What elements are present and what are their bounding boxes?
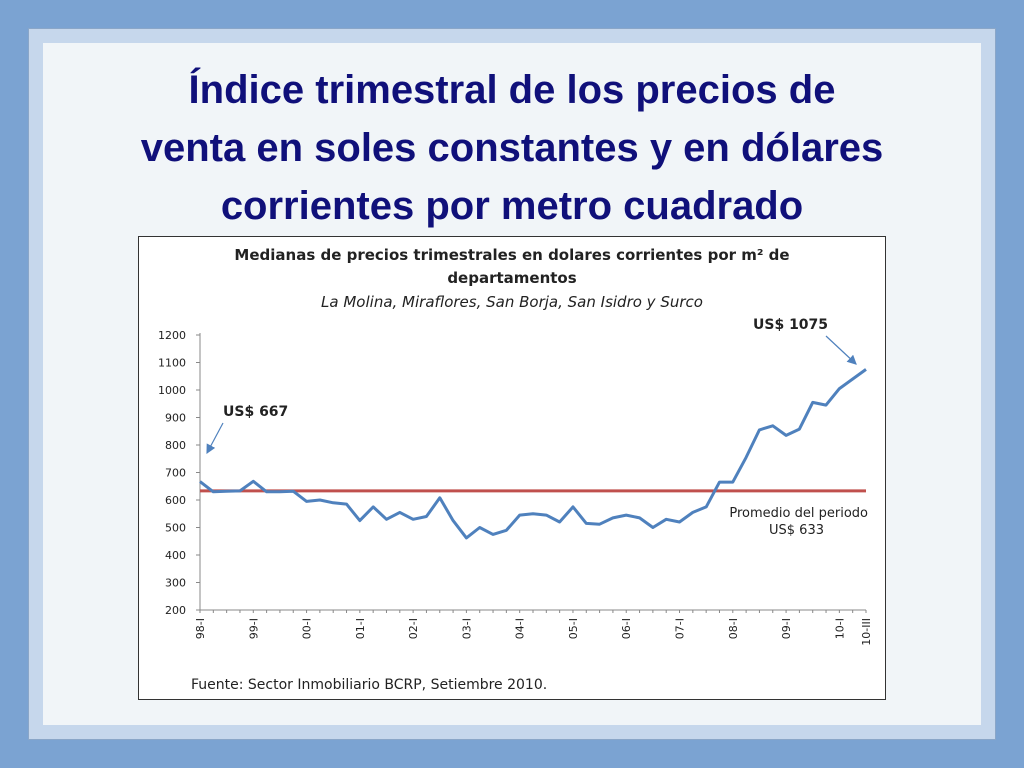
y-tick-label: 1200 bbox=[158, 329, 186, 342]
x-tick-label: 09-I bbox=[780, 618, 793, 639]
y-tick-label: 300 bbox=[165, 577, 186, 590]
x-tick-label: 10-III bbox=[860, 618, 873, 646]
chart-axes: 200 300 400 500 600 700 800 900 1000 1100 1200 98-I… bbox=[158, 329, 873, 646]
line-chart: Medianas de precios trimestrales en dola… bbox=[158, 246, 873, 693]
x-tick-label: 99-I bbox=[247, 618, 260, 639]
x-tick-label: 06-I bbox=[620, 618, 633, 639]
annotation-start-label: US$ 667 bbox=[223, 404, 288, 420]
x-tick-label: 00-I bbox=[301, 618, 314, 639]
x-tick-label: 01-I bbox=[354, 618, 367, 639]
chart-subtitle: La Molina, Miraflores, San Borja, San Is… bbox=[321, 293, 703, 311]
chart-source: Fuente: Sector Inmobiliario BCRP, Setiem… bbox=[191, 677, 547, 693]
y-tick-label: 600 bbox=[165, 494, 186, 507]
x-tick-label: 02-I bbox=[407, 618, 420, 639]
slide-title-line-1: Índice trimestral de los precios de bbox=[188, 68, 836, 112]
annotation-start-arrow bbox=[206, 422, 224, 455]
slide-title-line-2: venta en soles constantes y en dólares bbox=[140, 126, 884, 170]
y-tick-label: 700 bbox=[165, 467, 186, 480]
slide-title: Índice trimestral de los precios de vent… bbox=[43, 61, 981, 235]
x-tick-label: 10-I bbox=[833, 618, 846, 639]
x-tick-label: 07-I bbox=[674, 618, 687, 639]
reference-line-label: Promedio del periodo bbox=[729, 506, 868, 521]
chart-container: Medianas de precios trimestrales en dola… bbox=[138, 236, 886, 700]
y-tick-label: 400 bbox=[165, 549, 186, 562]
x-tick-label: 04-I bbox=[514, 618, 527, 639]
x-tick-label: 05-I bbox=[567, 618, 580, 639]
y-tick-label: 1100 bbox=[158, 357, 186, 370]
x-tick-label: 03-I bbox=[460, 618, 473, 639]
y-tick-label: 1000 bbox=[158, 384, 186, 397]
price-series-line bbox=[199, 368, 867, 540]
y-tick-label: 800 bbox=[165, 439, 186, 452]
y-tick-label: 500 bbox=[165, 522, 186, 535]
chart-series: Promedio del periodo US$ 633 US$ 667 US$ 10… bbox=[199, 317, 868, 540]
annotation-end-arrow bbox=[825, 335, 857, 365]
chart-title-line-2: departamentos bbox=[447, 269, 576, 287]
reference-line-value-label: US$ 633 bbox=[769, 523, 824, 538]
x-tick-label: 98-I bbox=[194, 618, 207, 639]
x-tick-label: 08-I bbox=[727, 618, 740, 639]
chart-title-line-1: Medianas de precios trimestrales en dola… bbox=[234, 246, 789, 264]
y-tick-label: 900 bbox=[165, 412, 186, 425]
slide-title-line-3: corrientes por metro cuadrado bbox=[220, 184, 804, 228]
annotation-end-label: US$ 1075 bbox=[753, 317, 828, 333]
y-tick-label: 200 bbox=[165, 604, 186, 617]
